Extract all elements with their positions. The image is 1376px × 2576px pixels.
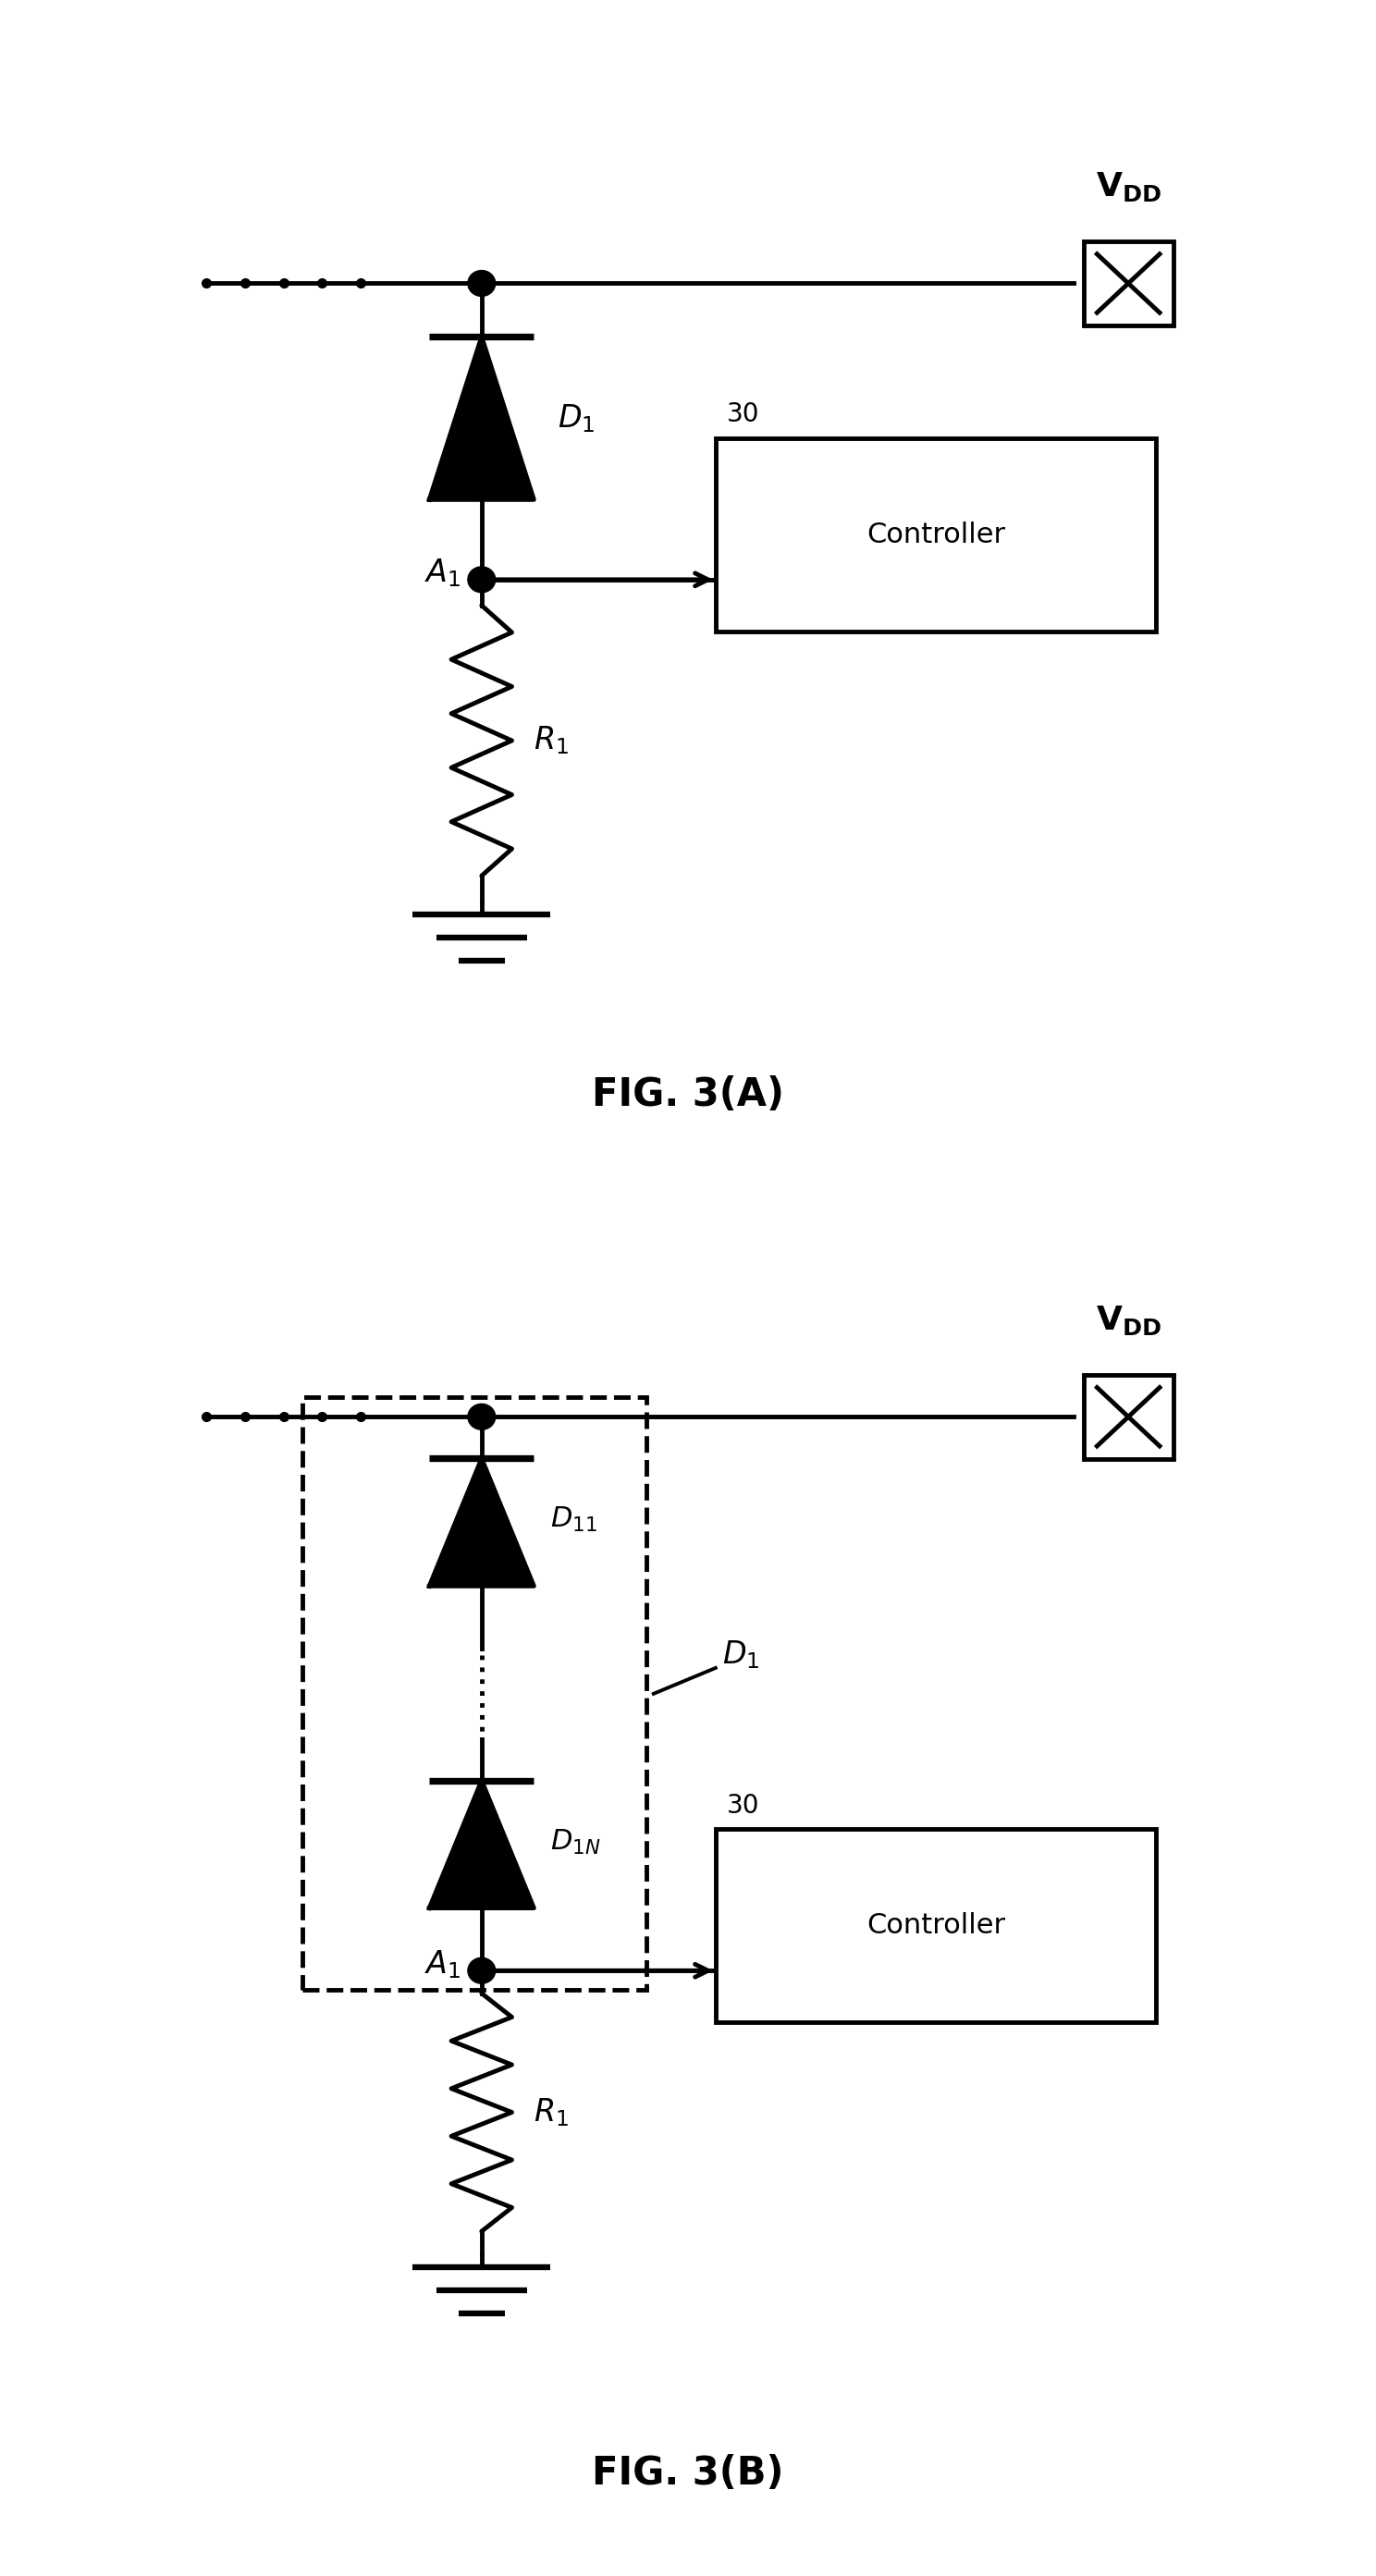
Circle shape — [468, 1404, 495, 1430]
Text: FIG. 3(A): FIG. 3(A) — [592, 1074, 784, 1115]
Text: $A_1$: $A_1$ — [425, 1947, 461, 1981]
Polygon shape — [429, 337, 534, 500]
Text: $D_1$: $D_1$ — [557, 402, 594, 435]
Circle shape — [468, 1958, 495, 1984]
Text: 30: 30 — [727, 402, 760, 428]
Text: $D_{11}$: $D_{11}$ — [550, 1504, 597, 1535]
FancyBboxPatch shape — [716, 1829, 1156, 2022]
Text: $A_1$: $A_1$ — [425, 556, 461, 590]
Text: $\mathbf{V_{DD}}$: $\mathbf{V_{DD}}$ — [1095, 1303, 1161, 1337]
Circle shape — [468, 270, 495, 296]
Circle shape — [468, 567, 495, 592]
Text: Controller: Controller — [867, 520, 1004, 549]
FancyBboxPatch shape — [716, 438, 1156, 631]
Polygon shape — [429, 1458, 534, 1587]
Text: $R_1$: $R_1$ — [534, 724, 568, 757]
Text: FIG. 3(B): FIG. 3(B) — [592, 2452, 784, 2494]
Text: $\mathbf{V_{DD}}$: $\mathbf{V_{DD}}$ — [1095, 170, 1161, 204]
Text: $D_1$: $D_1$ — [722, 1638, 760, 1672]
Text: $R_1$: $R_1$ — [534, 2097, 568, 2128]
Polygon shape — [429, 1780, 534, 1909]
Text: Controller: Controller — [867, 1911, 1004, 1940]
Text: 30: 30 — [727, 1793, 760, 1819]
Text: $D_{1N}$: $D_{1N}$ — [550, 1826, 601, 1857]
